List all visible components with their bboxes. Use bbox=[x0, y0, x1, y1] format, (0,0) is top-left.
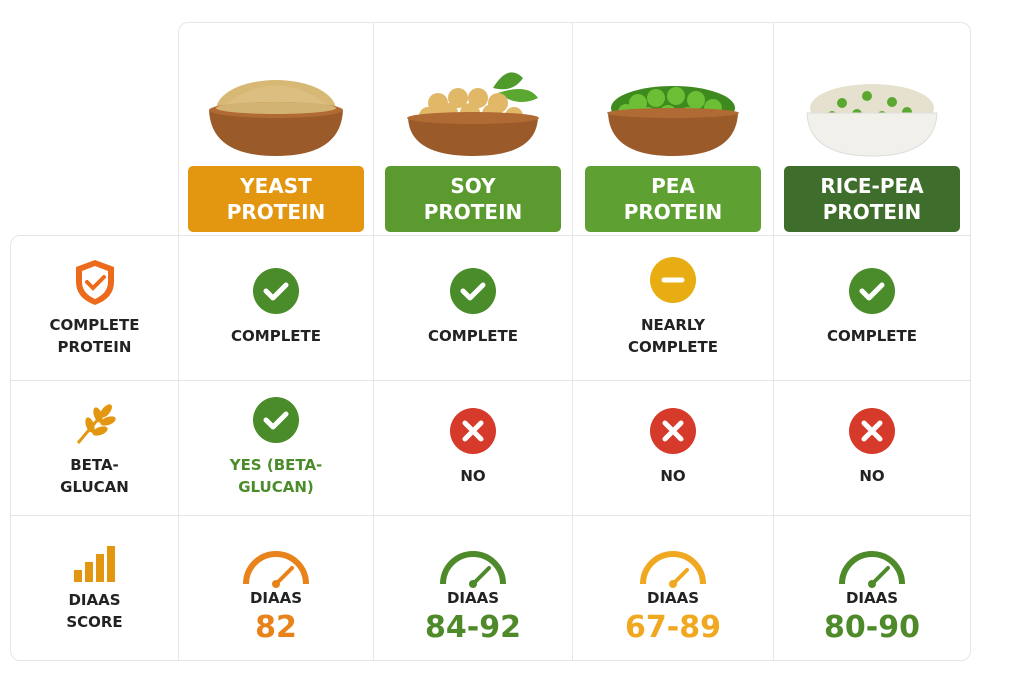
column-title: PEA PROTEIN bbox=[585, 166, 761, 232]
table-cell: YES (BETA-GLUCAN) bbox=[178, 380, 374, 516]
row-label: DIAAS SCORE bbox=[66, 591, 123, 631]
table-cell: DIAAS 80-90 bbox=[773, 515, 971, 661]
table-cell: NO bbox=[773, 380, 971, 516]
score-value: 80-90 bbox=[824, 610, 920, 645]
wheat-icon bbox=[76, 404, 116, 445]
cross-icon bbox=[450, 408, 496, 455]
cell-text: NO bbox=[859, 467, 885, 486]
gauge-icon bbox=[839, 551, 905, 589]
header-cell: YEAST PROTEIN bbox=[178, 22, 374, 236]
bowl-image bbox=[407, 72, 539, 156]
score-label: DIAAS bbox=[446, 589, 500, 608]
cell-text: NEARLY COMPLETE bbox=[628, 316, 718, 356]
score-label: DIAAS bbox=[845, 589, 899, 608]
table-cell: COMPLETE bbox=[178, 235, 374, 381]
table-cell: DIAAS 67-89 bbox=[572, 515, 774, 661]
bowl-image bbox=[806, 84, 938, 157]
table-cell: NO bbox=[373, 380, 573, 516]
check-icon bbox=[450, 268, 496, 315]
partial-icon bbox=[650, 257, 696, 304]
gauge-icon bbox=[243, 551, 309, 589]
check-icon bbox=[253, 268, 299, 315]
cross-icon bbox=[849, 408, 895, 455]
row-header: COMPLETE PROTEIN bbox=[10, 235, 179, 381]
column-title: SOY PROTEIN bbox=[385, 166, 561, 232]
row-label: COMPLETE PROTEIN bbox=[49, 316, 140, 356]
cell-text: COMPLETE bbox=[428, 327, 518, 346]
header-cell: SOY PROTEIN bbox=[373, 22, 573, 236]
header-cell: PEA PROTEIN bbox=[572, 22, 774, 236]
column-title: YEAST PROTEIN bbox=[188, 166, 364, 232]
check-icon bbox=[253, 397, 299, 444]
gauge-icon bbox=[640, 551, 706, 589]
row-header: BETA-GLUCAN bbox=[10, 380, 179, 516]
cell-text: NO bbox=[460, 467, 486, 486]
row-header: DIAAS SCORE bbox=[10, 515, 179, 661]
score-value: 82 bbox=[255, 610, 297, 645]
gauge-icon bbox=[440, 551, 506, 589]
bars-icon bbox=[73, 546, 115, 583]
bowl-image bbox=[607, 86, 739, 156]
cell-text: COMPLETE bbox=[827, 327, 917, 346]
column-title: RICE-PEA PROTEIN bbox=[784, 166, 960, 232]
score-value: 84-92 bbox=[425, 610, 521, 645]
cell-text: YES (BETA-GLUCAN) bbox=[229, 456, 323, 496]
cross-icon bbox=[650, 408, 696, 455]
score-label: DIAAS bbox=[646, 589, 700, 608]
score-value: 67-89 bbox=[625, 610, 721, 645]
header-cell: RICE-PEA PROTEIN bbox=[773, 22, 971, 236]
table-cell: DIAAS 82 bbox=[178, 515, 374, 661]
check-icon bbox=[849, 268, 895, 315]
row-label: BETA-GLUCAN bbox=[60, 456, 129, 496]
bowl-image bbox=[209, 80, 343, 156]
table-cell: COMPLETE bbox=[373, 235, 573, 381]
table-cell: NO bbox=[572, 380, 774, 516]
table-cell: COMPLETE bbox=[773, 235, 971, 381]
cell-text: NO bbox=[660, 467, 686, 486]
shield-icon bbox=[75, 260, 114, 306]
table-cell: NEARLY COMPLETE bbox=[572, 235, 774, 381]
score-label: DIAAS bbox=[249, 589, 303, 608]
table-cell: DIAAS 84-92 bbox=[373, 515, 573, 661]
cell-text: COMPLETE bbox=[231, 327, 321, 346]
